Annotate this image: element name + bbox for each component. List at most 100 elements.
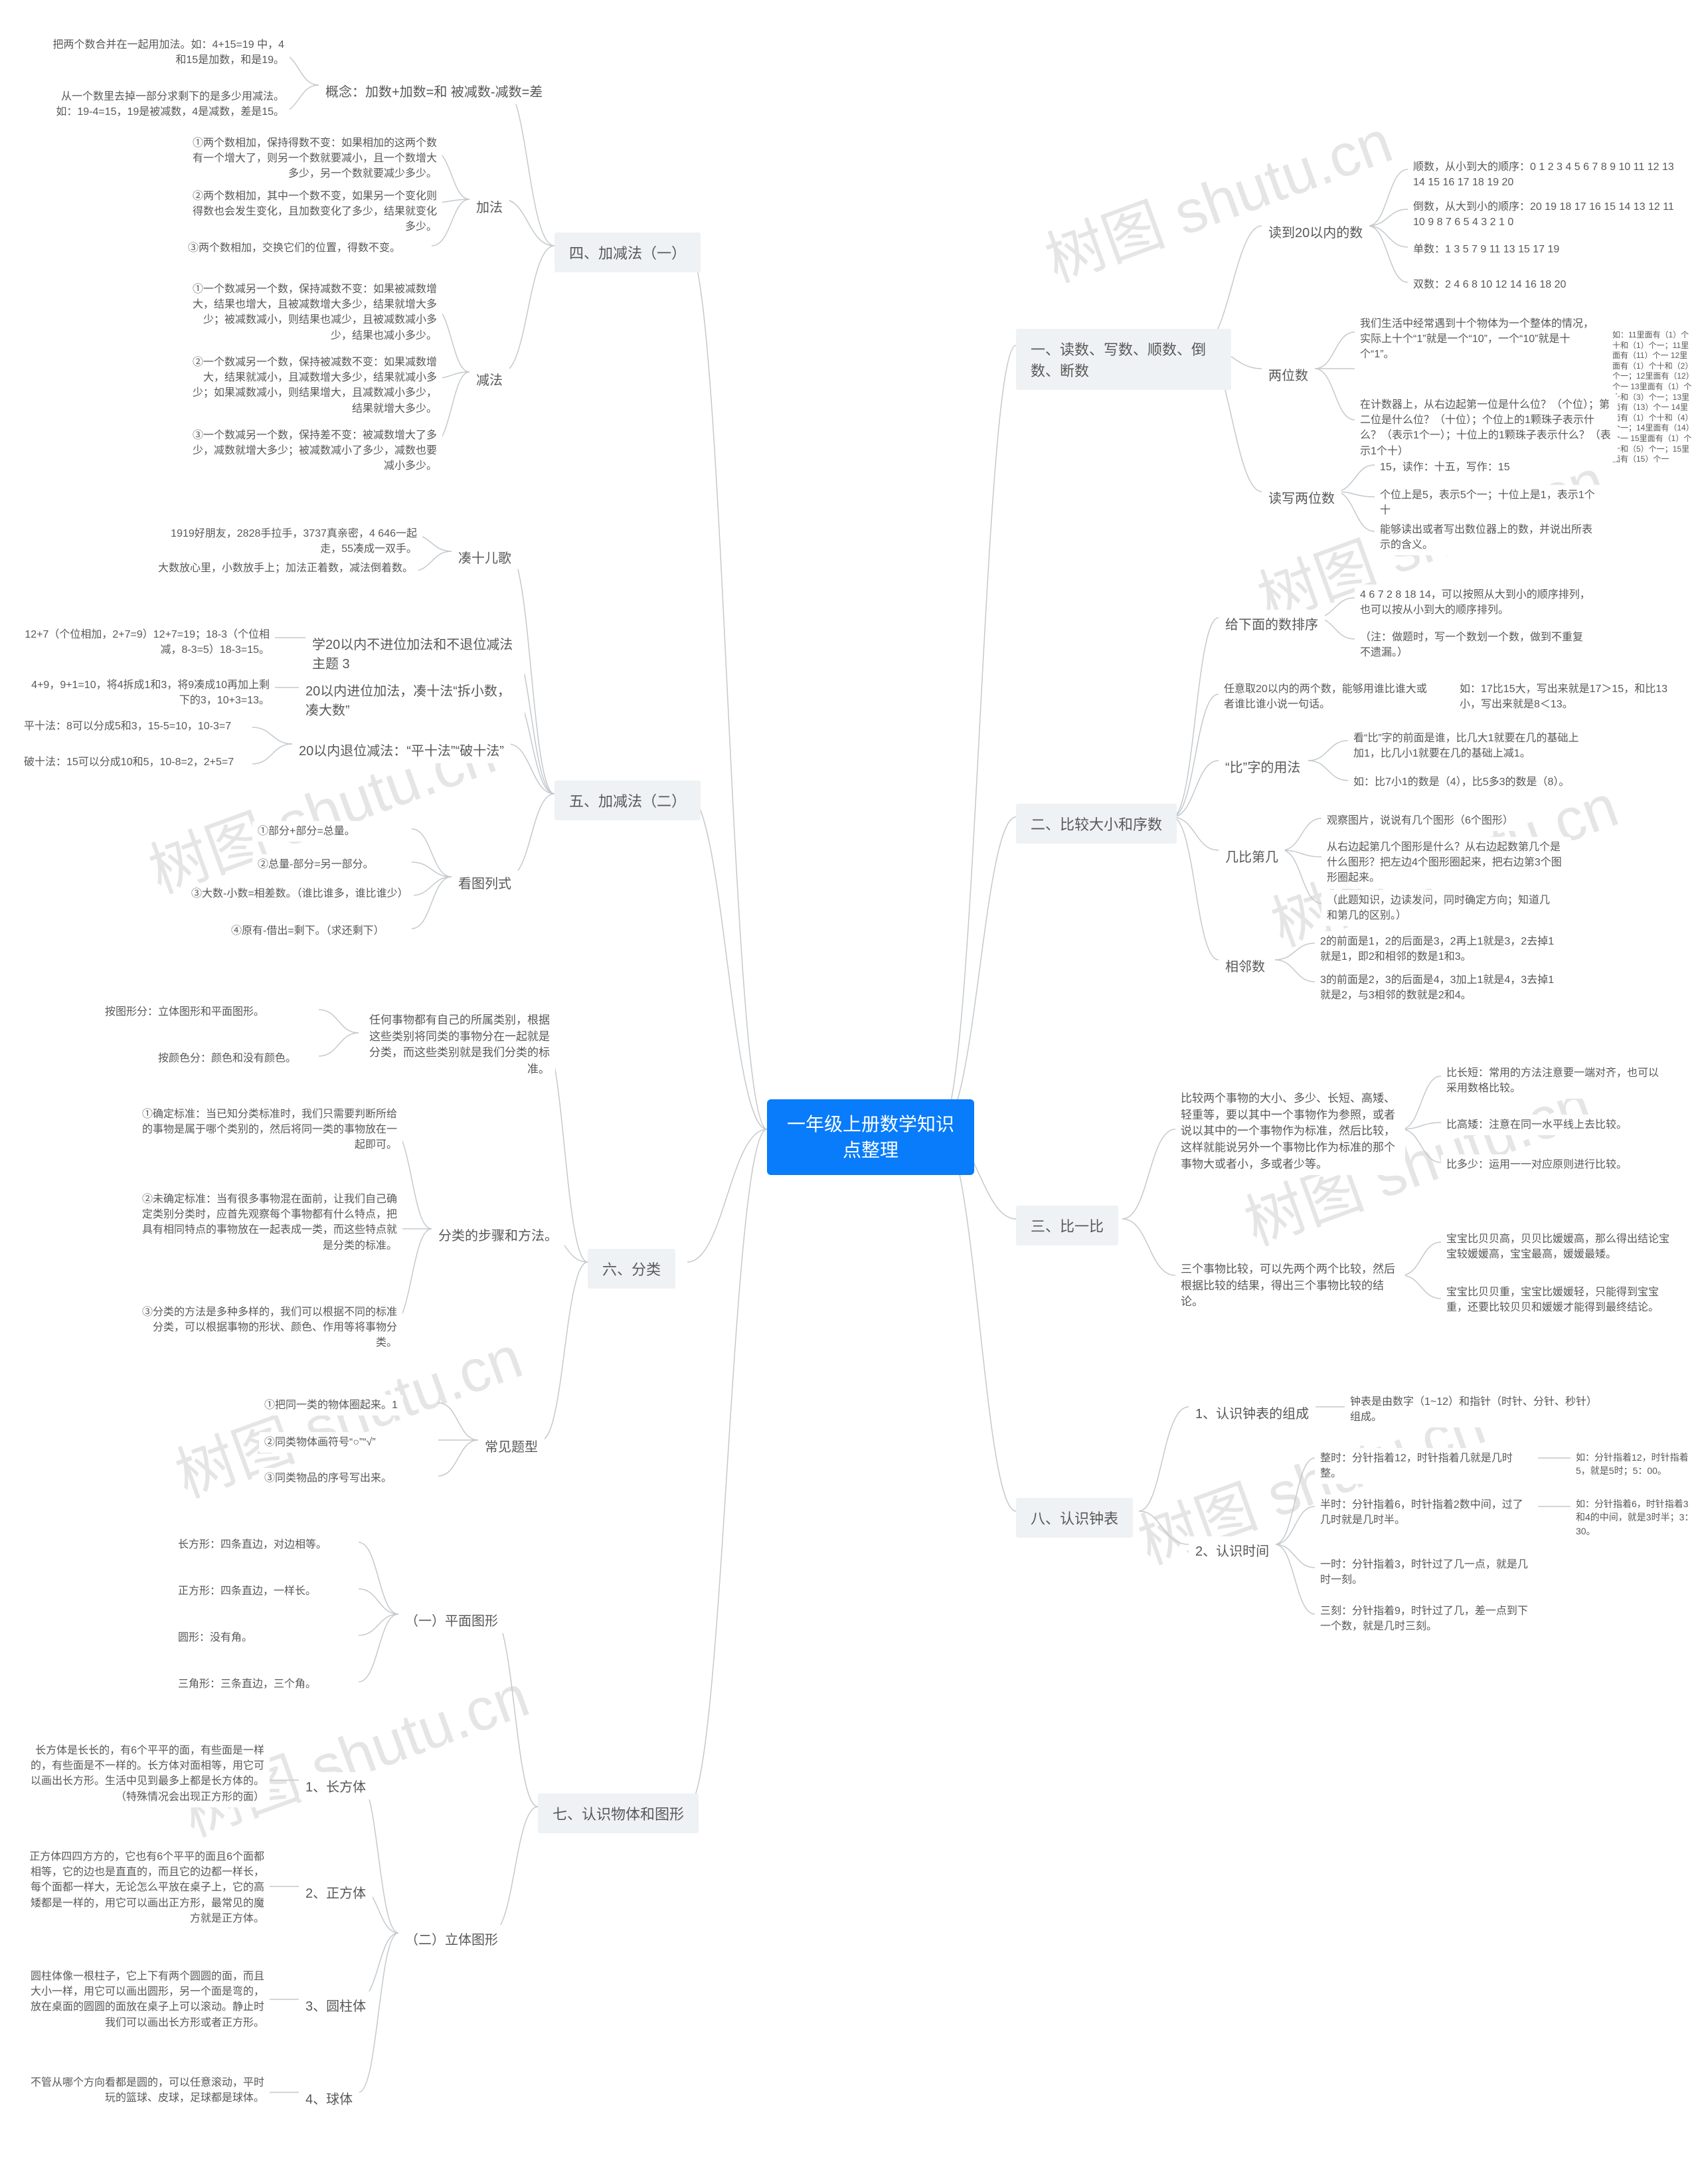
section-8: 八、认识钟表 bbox=[1016, 1498, 1133, 1538]
s7-c1: （一）平面图形 bbox=[398, 1606, 505, 1633]
leaf: 三刻：分针指着9，时针过了几，差一点到下一个数，就是几时三刻。 bbox=[1315, 1601, 1538, 1637]
leaf: ④原有-借出=剩下。（求还剩下） bbox=[226, 921, 390, 941]
leaf: ③同类物品的序号写出来。 bbox=[259, 1468, 397, 1489]
s2-c4: 几比第几 bbox=[1219, 842, 1285, 869]
leaf: ③分类的方法是多种多样的，我们可以根据不同的标准分类，可以根据事物的形状、颜色、… bbox=[133, 1302, 402, 1354]
leaf: 如：分针指着12，时针指着5，就是5时；5：00。 bbox=[1571, 1448, 1700, 1481]
leaf: ②同类物体画符号“○”“√” bbox=[259, 1432, 381, 1453]
leaf: 1919好朋友，2828手拉手，3737真亲密，4 646一起走，55凑成一双手… bbox=[153, 523, 422, 559]
leaf: 比长短：常用的方法注意要一端对齐，也可以采用数格比较。 bbox=[1441, 1063, 1671, 1099]
s5-c5: 看图列式 bbox=[452, 869, 518, 896]
leaf: 宝宝比贝贝重，宝宝比媛媛轻，只能得到宝宝重，还要比较贝贝和媛媛才能得到最终结论。 bbox=[1441, 1282, 1677, 1318]
leaf: ①确定标准：当已知分类标准时，我们只需要判断所给的事物是属于哪个类别的，然后将同… bbox=[133, 1104, 402, 1156]
leaf: 比多少：运用一一对应原则进行比较。 bbox=[1441, 1154, 1632, 1175]
leaf: 把两个数合并在一起用加法。如：4+15=19 中，4和15是加数，和是19。 bbox=[40, 35, 290, 70]
leaf: 钟表是由数字（1~12）和指针（时针、分针、秒针）组成。 bbox=[1345, 1392, 1601, 1427]
leaf: ②总量-部分=另一部分。 bbox=[252, 854, 379, 875]
leaf: 不管从哪个方向看都是圆的，可以任意滚动，平时玩的篮球、皮球，足球都是球体。 bbox=[20, 2072, 270, 2108]
leaf: 圆柱体像一根柱子，它上下有两个圆圆的面，而且大小一样，用它可以画出圆形，另一个面… bbox=[20, 1966, 270, 2033]
leaf: 按图形分：立体图形和平面图形。 bbox=[100, 1002, 270, 1022]
leaf: 半时：分针指着6，时针指着2数中间，过了几时就是几时半。 bbox=[1315, 1495, 1538, 1530]
s4-c1: 概念：加数+加数=和 被减数-减数=差 bbox=[319, 77, 549, 104]
leaf: 看“比”字的前面是谁，比几大1就要在几的基础上加1，比几小1就要在几的基础上减1… bbox=[1348, 728, 1591, 764]
s3-c2: 三个事物比较，可以先两个两个比较，然后根据比较的结果，得出三个事物比较的结论。 bbox=[1175, 1259, 1405, 1313]
leaf: 大数放心里，小数放手上；加法正着数，减法倒着数。 bbox=[153, 558, 418, 579]
leaf: 12+7（个位相加，2+7=9）12+7=19；18-3（个位相减，8-3=5）… bbox=[19, 624, 275, 660]
s2-c2a: 任意取20以内的两个数，能够用谁比谁大或者谁比谁小说一句话。 bbox=[1219, 679, 1442, 715]
s1-c2: 两位数 bbox=[1262, 361, 1315, 388]
s6-c3: 常见题型 bbox=[478, 1432, 545, 1459]
leaf: 平十法：8可以分成5和3，15-5=10，10-3=7 bbox=[19, 716, 236, 737]
leaf: 如：11里面有（1）个十和（1）个一；11里面有（11）个一 12里面有（1）个… bbox=[1607, 327, 1700, 468]
leaf: 单数：1 3 5 7 9 11 13 15 17 19 bbox=[1408, 239, 1565, 260]
leaf: 在计数器上，从右边起第一位是什么位？（个位）；第二位是什么位？（十位）；个位上的… bbox=[1355, 395, 1618, 462]
leaf: 一时：分针指着3，时针过了几一点，就是几时一刻。 bbox=[1315, 1554, 1538, 1590]
section-7: 七、认识物体和图形 bbox=[538, 1793, 699, 1833]
leaf: ①把同一类的物体圈起来。1 bbox=[259, 1395, 403, 1415]
s1-c3: 读写两位数 bbox=[1262, 484, 1341, 511]
leaf: 比高矮：注意在同一水平线上去比较。 bbox=[1441, 1115, 1632, 1135]
s6-c2: 分类的步骤和方法。 bbox=[432, 1221, 564, 1248]
s2-c3: “比”字的用法 bbox=[1219, 753, 1307, 780]
root-node: 一年级上册数学知识点整理 bbox=[767, 1099, 974, 1175]
leaf: 长方体是长长的，有6个平平的面，有些面是一样的，有些面是不一样的。长方体对面相等… bbox=[20, 1740, 270, 1807]
leaf: 如：比7小1的数是（4），比5多3的数是（8）。 bbox=[1348, 772, 1574, 792]
s7-c2: （二）立体图形 bbox=[398, 1925, 505, 1952]
leaf: 从右边起第几个图形是什么？从右边起数第几个是什么图形？把左边4个图形圈起来，把右… bbox=[1321, 837, 1571, 889]
s5-c1: 凑十儿歌 bbox=[452, 543, 518, 571]
leaf: 倒数，从大到小的顺序：20 19 18 17 16 15 14 13 12 11… bbox=[1408, 197, 1691, 232]
leaf: 正方体四四方方的，它也有6个平平的面且6个面都相等，它的边也是直直的，而且它的边… bbox=[20, 1847, 270, 1929]
leaf: 4 6 7 2 8 18 14，可以按照从大到小的顺序排列，也可以按从小到大的顺… bbox=[1355, 585, 1598, 620]
section-4: 四、加减法（一） bbox=[554, 232, 701, 272]
leaf: 3的前面是2，3的后面是4，3加上1就是4，3去掉1就是2，与3相邻的数就是2和… bbox=[1315, 970, 1565, 1006]
leaf: （此题知识，边读发问，同时确定方向；知道几和第几的区别。） bbox=[1321, 890, 1558, 926]
leaf: （注：做题时，写一个数划一个数，做到不重复不遗漏。） bbox=[1355, 627, 1598, 663]
s4-c3: 减法 bbox=[469, 365, 509, 393]
leaf: 个位上是5，表示5个一；十位上是1，表示1个十 bbox=[1375, 485, 1604, 521]
leaf: ③两个数相加，交换它们的位置，得数不变。 bbox=[183, 238, 406, 258]
s7-c2c-label: 3、圆柱体 bbox=[299, 1991, 373, 2019]
leaf: 顺数，从小到大的顺序：0 1 2 3 4 5 6 7 8 9 10 11 12 … bbox=[1408, 157, 1691, 193]
section-1: 一、读数、写数、顺数、倒数、断数 bbox=[1016, 329, 1231, 390]
leaf: 圆形：没有角。 bbox=[173, 1627, 258, 1648]
leaf: 能够读出或者写出数位器上的数，并说出所表示的含义。 bbox=[1375, 519, 1598, 555]
s6-c1: 任何事物都有自己的所属类别，根据这些类别将同类的事物分在一起就是分类，而这些类别… bbox=[359, 1010, 555, 1081]
section-2: 二、比较大小和序数 bbox=[1016, 804, 1177, 844]
leaf: 15，读作：十五，写作：15 bbox=[1375, 457, 1515, 478]
s1-c1: 读到20以内的数 bbox=[1262, 218, 1369, 245]
leaf: ③一个数减另一个数，保持差不变：被减数增大了多少，减数就增大多少；被减数减小了多… bbox=[183, 425, 442, 477]
s2-c2b: 如：17比15大，写出来就是17＞15，和比13小，写出来就是8＜13。 bbox=[1454, 679, 1684, 715]
s2-c5: 相邻数 bbox=[1219, 952, 1272, 979]
section-3: 三、比一比 bbox=[1016, 1206, 1118, 1245]
s8-c2: 2、认识时间 bbox=[1189, 1536, 1276, 1564]
s4-c2: 加法 bbox=[469, 193, 509, 220]
s8-c1: 1、认识钟表的组成 bbox=[1189, 1399, 1316, 1426]
leaf: ②一个数减另一个数，保持被减数不变：如果减数增大，结果就减小，且减数增大多少，结… bbox=[183, 352, 442, 419]
leaf: 从一个数里去掉一部分求剩下的是多少用减法。如：19-4=15，19是被减数，4是… bbox=[40, 86, 290, 122]
leaf: ②未确定标准：当有很多事物混在面前，让我们自己确定类别分类时，应首先观察每个事物… bbox=[133, 1189, 402, 1256]
leaf: ②两个数相加，其中一个数不变，如果另一个变化则得数也会发生变化，且加数变化了多少… bbox=[183, 186, 442, 238]
s7-c2d-label: 4、球体 bbox=[299, 2084, 359, 2112]
leaf: ①两个数相加，保持得数不变：如果相加的这两个数有一个增大了，则另一个数就要减小，… bbox=[183, 133, 442, 185]
leaf: ①一个数减另一个数，保持减数不变：如果被减数增大，结果也增大，且被减数增大多少，… bbox=[183, 279, 442, 346]
s3-c1: 比较两个事物的大小、多少、长短、高矮、轻重等，要以其中一个事物作为参照，或者说以… bbox=[1175, 1088, 1405, 1175]
leaf: 长方形：四条直边，对边相等。 bbox=[173, 1534, 332, 1555]
leaf: 双数：2 4 6 8 10 12 14 16 18 20 bbox=[1408, 274, 1571, 295]
leaf: 4+9，9+1=10，将4拆成1和3，将9凑成10再加上剩下的3，10+3=13… bbox=[19, 675, 275, 711]
leaf: 观察图片，说说有几个图形（6个图形） bbox=[1321, 810, 1519, 831]
leaf: 正方形：四条直边，一样长。 bbox=[173, 1581, 321, 1601]
s7-c2b-label: 2、正方体 bbox=[299, 1878, 373, 1906]
leaf: 我们生活中经常遇到十个物体为一个整体的情况，实际上十个“1”就是一个“10”，一… bbox=[1355, 314, 1604, 365]
s5-c2: 学20以内不进位加法和不退位减法主题 3 bbox=[305, 630, 525, 676]
leaf: ①部分+部分=总量。 bbox=[252, 821, 361, 842]
leaf: 2的前面是1，2的后面是3，2再上1就是3，2去掉1就是1，即2和相邻的数是1和… bbox=[1315, 931, 1565, 967]
s5-c3: 20以内进位加法，凑十法“拆小数，凑大数” bbox=[299, 676, 525, 723]
leaf: 三角形：三条直边，三个角。 bbox=[173, 1674, 321, 1694]
s5-c4: 20以内退位减法：“平十法”“破十法” bbox=[292, 736, 511, 763]
s7-c2a-label: 1、长方体 bbox=[299, 1772, 373, 1799]
section-6: 六、分类 bbox=[588, 1249, 675, 1289]
leaf: 按颜色分：颜色和没有颜色。 bbox=[153, 1048, 301, 1069]
leaf: 整时：分针指着12，时针指着几就是几时整。 bbox=[1315, 1448, 1538, 1484]
leaf: 破十法：15可以分成10和5，10-8=2，2+5=7 bbox=[19, 752, 239, 773]
section-5: 五、加减法（二） bbox=[554, 780, 701, 820]
